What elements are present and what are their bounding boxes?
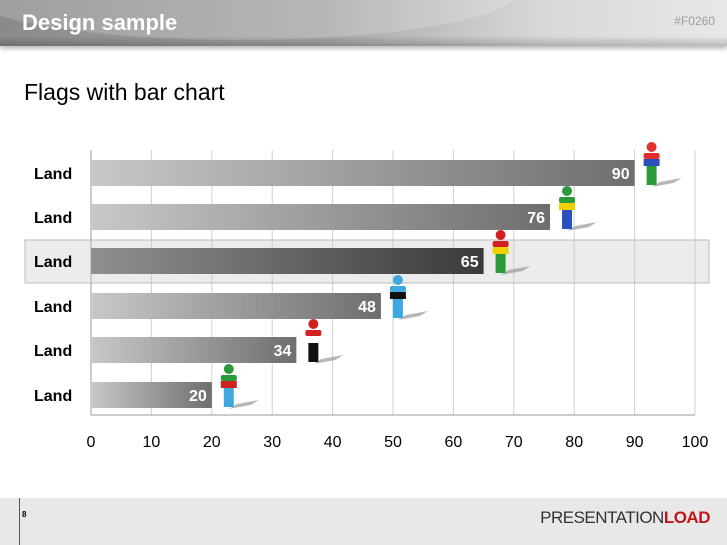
slide-title: Design sample	[22, 10, 178, 35]
figure-head	[392, 275, 403, 285]
bar	[91, 248, 484, 274]
bar-chart: Land 90 Land 76 Land 65 Land 48 Land 34 Land 20 0 10 2…	[24, 142, 710, 451]
x-tick-label: 30	[263, 434, 281, 451]
bar	[91, 160, 635, 186]
figure-head	[562, 186, 573, 196]
bar-value-label: 76	[527, 210, 545, 227]
bar	[91, 337, 297, 363]
header-shade	[0, 36, 727, 46]
figure-legs	[646, 166, 657, 185]
bar	[91, 382, 212, 408]
page-number: 8	[22, 510, 27, 519]
bar-value-label: 65	[461, 254, 479, 271]
figure-torso	[305, 336, 322, 343]
figure-head	[646, 142, 657, 152]
bar-value-label: 20	[189, 388, 207, 405]
figure-shoulders	[559, 197, 576, 203]
person-flag-icon	[492, 230, 531, 275]
figure-torso	[492, 247, 509, 254]
category-label: Land	[34, 343, 72, 360]
category-label: Land	[34, 388, 72, 405]
figure-shoulders	[220, 375, 237, 381]
figure-shadow	[500, 266, 531, 275]
figure-shoulders	[643, 153, 660, 159]
figure-legs	[223, 388, 234, 407]
x-tick-label: 70	[505, 434, 523, 451]
chart-subtitle: Flags with bar chart	[24, 79, 225, 105]
figure-shadow	[567, 222, 598, 231]
figure-shoulders	[492, 241, 509, 247]
logo-text: PRESENTATION	[540, 508, 664, 527]
figure-legs	[392, 299, 403, 318]
figure-shadow	[228, 400, 259, 409]
figure-torso	[643, 159, 660, 166]
figure-torso	[220, 381, 237, 388]
bar-value-label: 90	[612, 166, 630, 183]
figure-legs	[308, 343, 319, 362]
x-tick-label: 40	[324, 434, 342, 451]
logo-text-accent: LOAD	[663, 508, 711, 527]
x-tick-label: 0	[87, 434, 96, 451]
x-tick-label: 60	[445, 434, 463, 451]
person-flag-icon	[220, 364, 259, 409]
figure-head	[308, 319, 319, 329]
bar-value-label: 34	[274, 343, 292, 360]
figure-legs	[562, 210, 573, 229]
x-tick-label: 80	[565, 434, 583, 451]
x-tick-label: 100	[682, 434, 709, 451]
figure-shadow	[651, 178, 682, 187]
x-tick-label: 10	[143, 434, 161, 451]
header-bar: Design sample #F0260	[0, 0, 727, 46]
person-flag-icon	[643, 142, 682, 187]
person-flag-icon	[559, 186, 598, 231]
x-tick-label: 20	[203, 434, 221, 451]
figure-head	[495, 230, 506, 240]
presentationload-logo: PRESENTATIONLOAD	[540, 508, 710, 528]
figure-shadow	[313, 355, 344, 364]
figure-torso	[559, 203, 576, 210]
figure-shoulders	[389, 286, 406, 292]
figure-shadow	[397, 311, 428, 320]
person-flag-icon	[305, 319, 344, 364]
category-label: Land	[34, 299, 72, 316]
bar	[91, 293, 381, 319]
slide-code: #F0260	[674, 14, 715, 28]
figure-torso	[389, 292, 406, 299]
bar-value-label: 48	[358, 299, 376, 316]
figure-legs	[495, 254, 506, 273]
bar	[91, 204, 551, 230]
footer-divider	[19, 498, 20, 545]
x-tick-label: 50	[384, 434, 402, 451]
person-flag-icon	[389, 275, 428, 320]
figure-head	[223, 364, 234, 374]
x-tick-label: 90	[626, 434, 644, 451]
category-label: Land	[34, 210, 72, 227]
footer: 8 PRESENTATIONLOAD	[0, 498, 727, 545]
figure-shoulders	[305, 330, 322, 336]
category-label: Land	[34, 166, 72, 183]
category-label: Land	[34, 254, 72, 271]
